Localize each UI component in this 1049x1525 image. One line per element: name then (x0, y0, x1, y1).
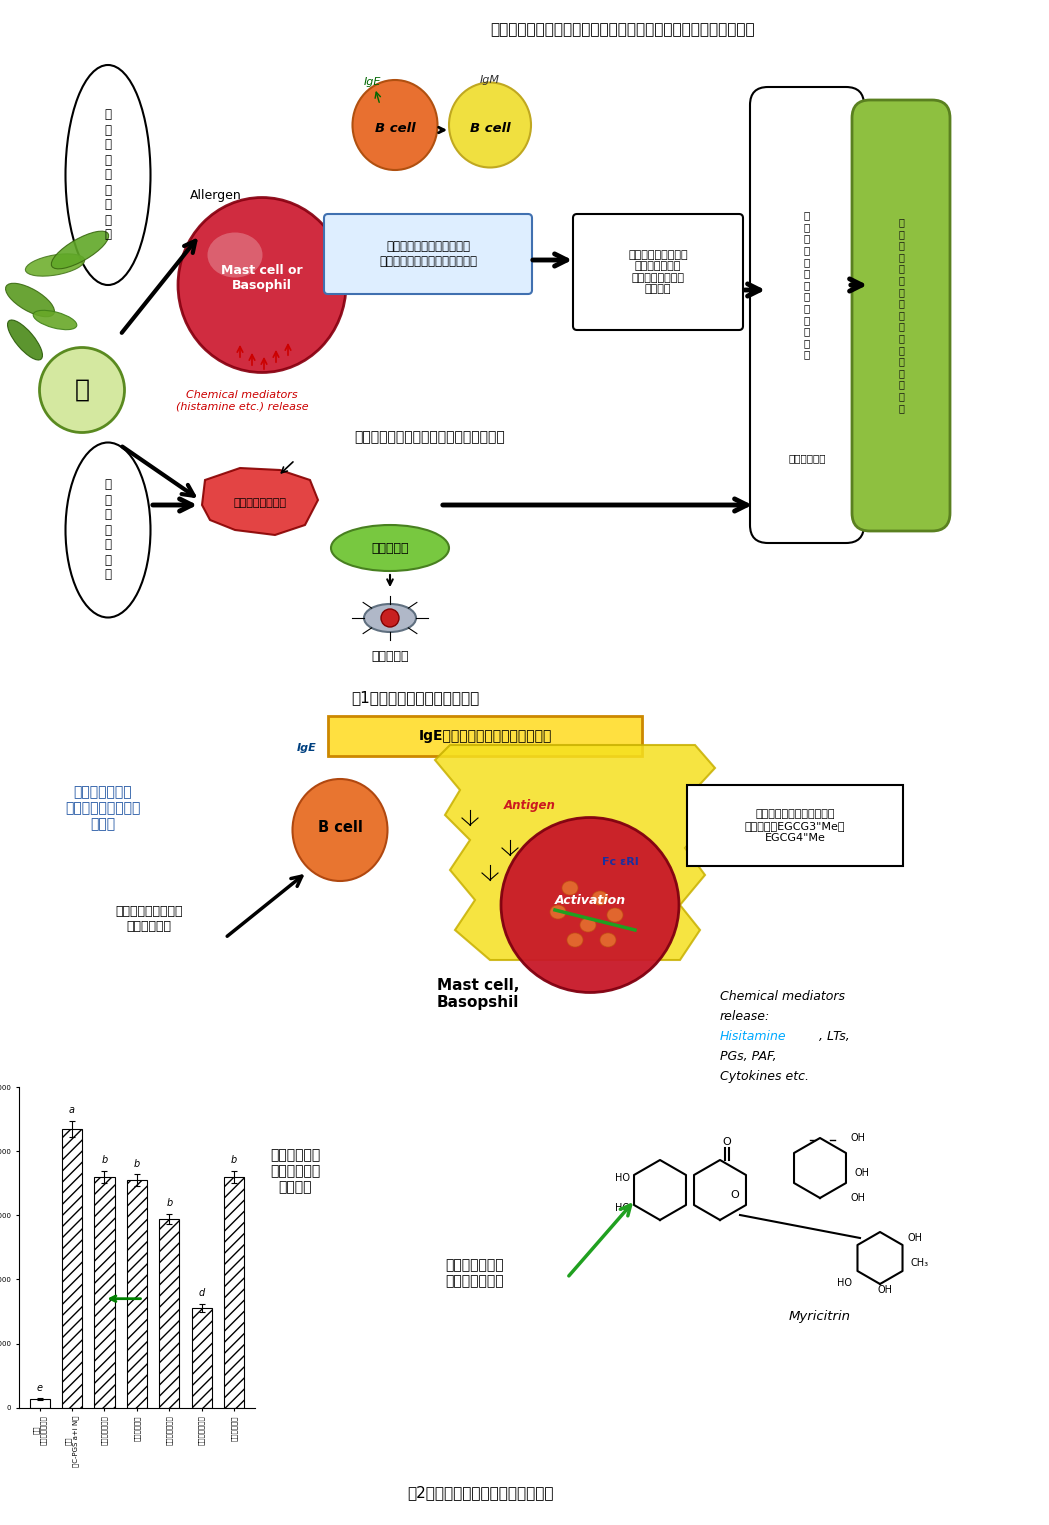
Text: Mast cell or
Basophil: Mast cell or Basophil (221, 264, 303, 291)
Text: HO: HO (615, 1203, 629, 1212)
Ellipse shape (25, 253, 85, 276)
Text: 新たに見出した
茶葉中抗アレルギー
物質類: 新たに見出した 茶葉中抗アレルギー 物質類 (65, 785, 141, 831)
Text: IgE: IgE (363, 76, 381, 87)
Bar (192, 1308, 212, 1408)
Text: 茶
産
業
・
食
品
産
業
・
医
薬
産
業
へ
の
寄
与: 茶 産 業 ・ 食 品 産 業 ・ 医 薬 産 業 へ の 寄 与 (898, 217, 904, 413)
Text: 肝臓傷害抑制作用: 肝臓傷害抑制作用 (234, 499, 286, 508)
Polygon shape (435, 746, 715, 961)
Text: b: b (134, 1159, 140, 1168)
Ellipse shape (562, 881, 578, 895)
Text: Allergen: Allergen (190, 189, 241, 201)
Text: OH: OH (855, 1168, 870, 1177)
Text: Cytokines etc.: Cytokines etc. (720, 1071, 809, 1083)
Text: IgE産生抑制物質ストリクチニン: IgE産生抑制物質ストリクチニン (419, 729, 552, 743)
Text: HO: HO (837, 1278, 853, 1289)
Text: 茶葉中抗アレルギー
性抗炎症物質の
検索と構造活性相
関の検討: 茶葉中抗アレルギー 性抗炎症物質の 検索と構造活性相 関の検討 (628, 250, 688, 294)
Text: 茶含有成分: 茶含有成分 (371, 541, 409, 555)
Ellipse shape (550, 904, 566, 920)
Text: アレルギー反応のモデル化
抗アレルギー物質探索系の構築: アレルギー反応のモデル化 抗アレルギー物質探索系の構築 (379, 239, 477, 268)
Text: HO: HO (615, 1173, 629, 1183)
Polygon shape (202, 468, 318, 535)
Text: e: e (37, 1383, 43, 1392)
Ellipse shape (51, 232, 109, 268)
Bar (62, 1128, 82, 1408)
Text: カフェインが
肝機能障害を
抑制する: カフェインが 肝機能障害を 抑制する (270, 1148, 320, 1194)
Text: IgM: IgM (480, 75, 500, 85)
Text: 茶
機
能
検
定
系
の
構
築: 茶 機 能 検 定 系 の 構 築 (105, 108, 111, 241)
Text: B cell: B cell (470, 122, 510, 134)
Ellipse shape (568, 933, 583, 947)
Text: アレルギー関与ヒト
細胞株の樹立: アレルギー関与ヒト 細胞株の樹立 (115, 904, 183, 933)
Ellipse shape (580, 918, 596, 932)
Text: OH: OH (878, 1286, 893, 1295)
Ellipse shape (501, 817, 679, 993)
Text: IgE: IgE (297, 743, 317, 753)
Text: , LTs,: , LTs, (815, 1029, 850, 1043)
Text: Antigen: Antigen (505, 799, 556, 811)
FancyBboxPatch shape (324, 214, 532, 294)
Text: b: b (102, 1156, 108, 1165)
Text: マスト細胞、好塩基球活性
化抑制物質EGCG3"Me、
EGCG4"Me: マスト細胞、好塩基球活性 化抑制物質EGCG3"Me、 EGCG4"Me (745, 810, 845, 843)
Text: OH: OH (907, 1234, 922, 1243)
Text: CH₃: CH₃ (911, 1258, 929, 1267)
Text: 抗アレルギー性を検定する効率的検定系の開発と活性成分の探索: 抗アレルギー性を検定する効率的検定系の開発と活性成分の探索 (490, 21, 754, 37)
Ellipse shape (352, 79, 437, 169)
Text: Hisitamine: Hisitamine (720, 1029, 787, 1043)
Text: release:: release: (720, 1010, 770, 1023)
Ellipse shape (5, 284, 55, 317)
Ellipse shape (331, 525, 449, 570)
Ellipse shape (449, 82, 531, 168)
Ellipse shape (607, 907, 623, 923)
Ellipse shape (40, 348, 125, 433)
Text: Fc εRI: Fc εRI (602, 857, 639, 868)
FancyBboxPatch shape (328, 717, 642, 756)
Text: a: a (69, 1106, 76, 1115)
FancyBboxPatch shape (687, 785, 903, 866)
Text: 新機能性素材: 新機能性素材 (788, 453, 826, 464)
Text: OH: OH (851, 1193, 865, 1203)
Bar (127, 1180, 147, 1408)
Text: Chemical mediators: Chemical mediators (720, 990, 845, 1003)
Ellipse shape (592, 891, 608, 904)
Ellipse shape (381, 608, 399, 627)
Bar (224, 1177, 244, 1408)
Text: b: b (231, 1156, 237, 1165)
Text: 新たに見出した
発がん抑制物質: 新たに見出した 発がん抑制物質 (445, 1258, 504, 1289)
Text: O: O (730, 1190, 740, 1200)
FancyBboxPatch shape (573, 214, 743, 329)
Text: B cell: B cell (374, 122, 415, 134)
Text: Chemical mediators
(histamine etc.) release: Chemical mediators (histamine etc.) rele… (175, 390, 308, 412)
FancyBboxPatch shape (750, 87, 864, 543)
Text: b: b (166, 1197, 172, 1208)
Ellipse shape (208, 232, 262, 278)
Text: 作
用
機
作
の
解
明: 作 用 機 作 の 解 明 (105, 479, 111, 581)
Text: 茶
の
健
康
へ
の
寄
与
効
果
の
実
証: 茶 の 健 康 へ の 寄 与 効 果 の 実 証 (804, 210, 810, 360)
Ellipse shape (293, 779, 387, 881)
Text: Myricitrin: Myricitrin (789, 1310, 851, 1324)
Bar (159, 1218, 179, 1408)
Bar (29, 1400, 49, 1408)
Text: Activation: Activation (555, 894, 625, 906)
Text: OH: OH (851, 1133, 865, 1144)
Text: d: d (198, 1289, 205, 1298)
Ellipse shape (178, 198, 346, 372)
Text: Mast cell,
Basopshil: Mast cell, Basopshil (436, 978, 519, 1011)
Text: O: O (723, 1138, 731, 1147)
Text: 図2　本研究で得られた主要な成果: 図2 本研究で得られた主要な成果 (407, 1485, 553, 1501)
Ellipse shape (65, 442, 150, 618)
Text: 機能性に関わる成分及び作用機作の解明: 機能性に関わる成分及び作用機作の解明 (355, 430, 506, 444)
Text: 抗がん作用: 抗がん作用 (371, 650, 409, 663)
Ellipse shape (65, 66, 150, 285)
Text: 図1　本研究の全体イメージ図: 図1 本研究の全体イメージ図 (350, 689, 479, 705)
Ellipse shape (364, 604, 416, 631)
Text: 茶: 茶 (74, 378, 89, 403)
Ellipse shape (7, 320, 43, 360)
Ellipse shape (34, 310, 77, 329)
FancyBboxPatch shape (852, 101, 950, 531)
Text: PGs, PAF,: PGs, PAF, (720, 1051, 776, 1063)
Ellipse shape (600, 933, 616, 947)
Text: B cell: B cell (318, 820, 363, 836)
Bar (94, 1177, 114, 1408)
